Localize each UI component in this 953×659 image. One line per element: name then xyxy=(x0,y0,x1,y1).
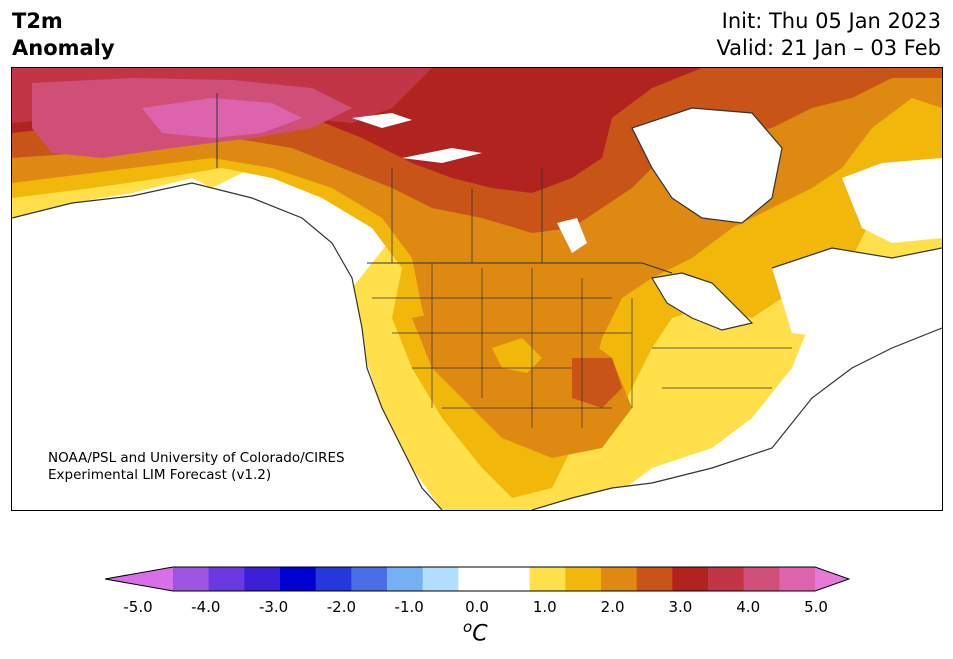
great-bear-lake xyxy=(352,113,412,128)
colorbar-segment xyxy=(280,567,317,591)
colorbar-tick-label: -1.0 xyxy=(394,598,424,616)
colorbar-segment xyxy=(743,567,780,591)
credit-line-1: NOAA/PSL and University of Colorado/CIRE… xyxy=(48,450,345,466)
colorbar-tick-label: 0.0 xyxy=(465,598,489,616)
colorbar-segment xyxy=(672,567,709,591)
colorbar-segment xyxy=(173,567,210,591)
anomaly-map xyxy=(11,67,943,511)
colorbar-tick-label: -2.0 xyxy=(326,598,357,616)
map-title: T2m Anomaly xyxy=(12,8,115,62)
colorbar-segment xyxy=(708,567,745,591)
colorbar-segment xyxy=(422,567,459,591)
great-lakes xyxy=(652,273,752,330)
colorbar-tick-label: 2.0 xyxy=(600,598,625,616)
colorbar-outline xyxy=(104,566,851,592)
anomaly-patch-southwest xyxy=(412,308,632,458)
forecast-dates: Init: Thu 05 Jan 2023 Valid: 21 Jan – 03… xyxy=(716,8,941,62)
anomaly-patch-colorado xyxy=(492,338,542,373)
colorbar-segment xyxy=(601,567,638,591)
pacific-ocean xyxy=(12,183,442,510)
gulf-of-mexico xyxy=(532,328,942,510)
init-date: Init: Thu 05 Jan 2023 xyxy=(721,9,941,33)
colorbar-tick-label: -5.0 xyxy=(123,598,153,616)
title-line-2: Anomaly xyxy=(12,36,115,60)
colorbar-tick-label: -3.0 xyxy=(258,598,289,616)
map-canvas xyxy=(12,68,942,510)
colorbar-tick-label: 3.0 xyxy=(668,598,693,616)
colorbar-scale xyxy=(104,566,851,592)
colorbar-unit: oC xyxy=(463,618,488,647)
colorbar-segment xyxy=(494,567,531,591)
lake-winnipeg xyxy=(557,218,587,253)
credit-text: NOAA/PSL and University of Colorado/CIRE… xyxy=(48,450,345,484)
colorbar-segment xyxy=(565,567,602,591)
atlantic-north xyxy=(772,248,942,338)
colorbar-segment xyxy=(636,567,673,591)
valid-range: Valid: 21 Jan – 03 Feb xyxy=(716,36,941,60)
colorbar-segment xyxy=(315,567,352,591)
colorbar-tick-label: 5.0 xyxy=(804,598,828,616)
political-borders xyxy=(12,93,942,510)
colorbar-segment xyxy=(208,567,245,591)
title-line-1: T2m xyxy=(12,9,63,33)
colorbar-segment xyxy=(529,567,566,591)
anomaly-band-4_5c xyxy=(142,98,302,138)
colorbar-extend-high xyxy=(815,567,850,591)
great-slave-lake xyxy=(402,148,482,163)
colorbar-segment xyxy=(244,567,281,591)
colorbar-segment xyxy=(351,567,388,591)
labrador-sea xyxy=(842,158,942,243)
colorbar xyxy=(104,565,851,597)
colorbar-segment xyxy=(387,567,424,591)
colorbar-tick-label: 1.0 xyxy=(532,598,557,616)
colorbar-tick-label: -4.0 xyxy=(191,598,221,616)
colorbar-segment xyxy=(779,567,816,591)
colorbar-extend-low xyxy=(105,567,173,591)
anomaly-patch-plains xyxy=(572,358,622,408)
colorbar-segment xyxy=(458,567,495,591)
colorbar-tick-label: 4.0 xyxy=(736,598,761,616)
credit-line-2: Experimental LIM Forecast (v1.2) xyxy=(48,467,272,483)
